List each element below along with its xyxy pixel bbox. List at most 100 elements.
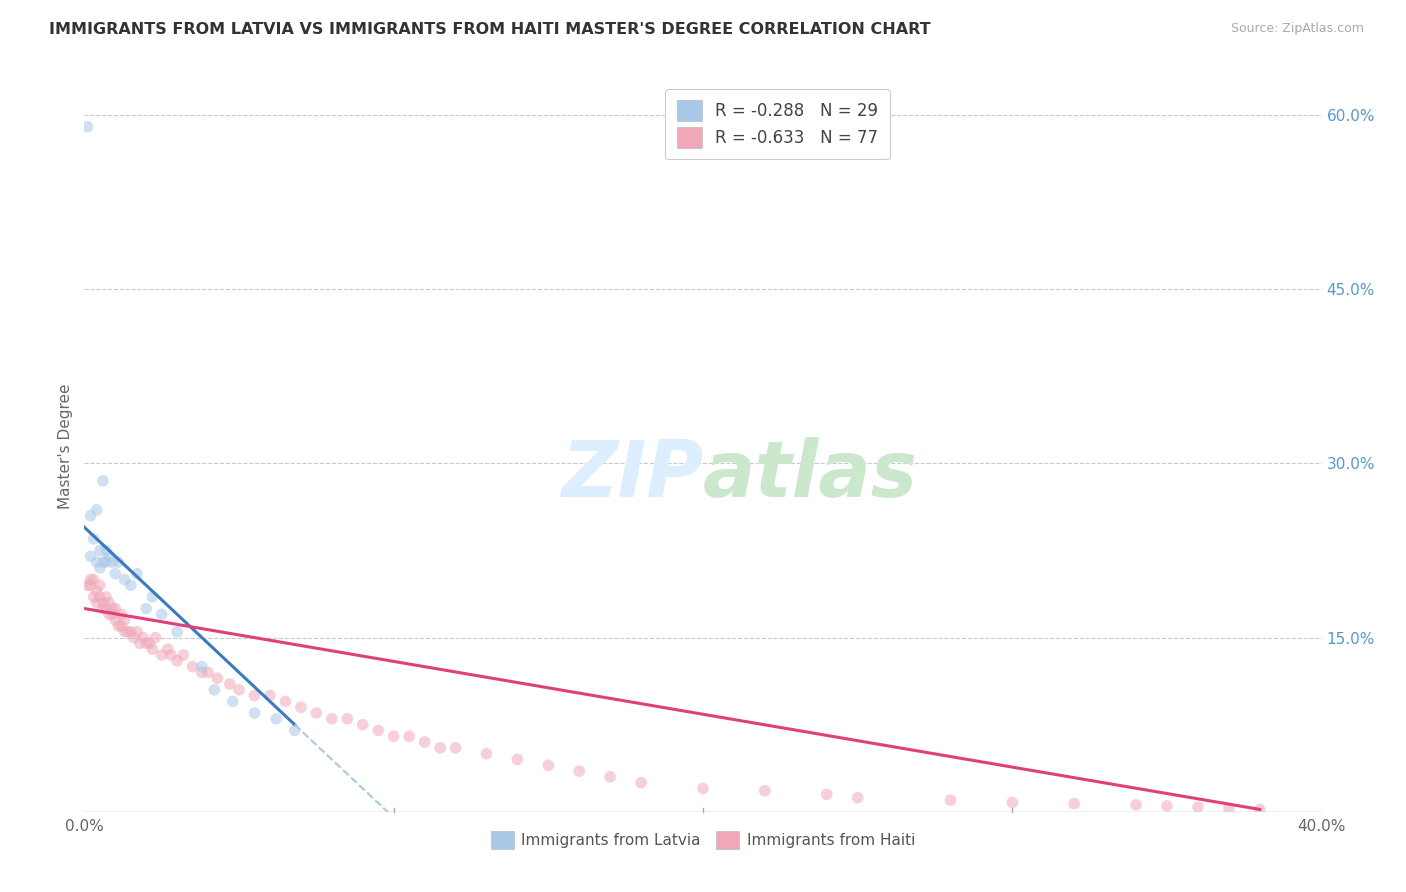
Point bbox=[76, 120, 98, 134]
Point bbox=[110, 607, 132, 622]
Point bbox=[243, 706, 266, 720]
Point bbox=[79, 549, 101, 564]
Point bbox=[94, 590, 117, 604]
Point bbox=[135, 636, 157, 650]
Point bbox=[125, 566, 148, 581]
Point bbox=[94, 555, 117, 569]
Point bbox=[132, 631, 155, 645]
Point bbox=[107, 555, 129, 569]
Point bbox=[150, 607, 173, 622]
Point bbox=[91, 474, 114, 488]
Point bbox=[1063, 797, 1085, 811]
Text: atlas: atlas bbox=[703, 437, 918, 513]
Point bbox=[228, 682, 250, 697]
Point bbox=[104, 566, 127, 581]
Point bbox=[83, 573, 105, 587]
Point bbox=[264, 712, 287, 726]
Point bbox=[125, 624, 148, 639]
Point bbox=[101, 555, 124, 569]
Point bbox=[207, 671, 229, 685]
Point bbox=[94, 601, 117, 615]
Point bbox=[274, 694, 297, 708]
Point bbox=[630, 775, 652, 789]
Y-axis label: Master's Degree: Master's Degree bbox=[58, 384, 73, 508]
Point bbox=[181, 659, 204, 673]
Point bbox=[160, 648, 183, 662]
Point bbox=[86, 503, 108, 517]
Point bbox=[89, 578, 111, 592]
Point bbox=[191, 659, 214, 673]
Point bbox=[141, 590, 163, 604]
Point bbox=[336, 712, 359, 726]
Point bbox=[135, 601, 157, 615]
Point bbox=[117, 624, 139, 639]
Point bbox=[197, 665, 219, 680]
Point bbox=[382, 729, 405, 743]
Point bbox=[815, 787, 838, 801]
Point bbox=[475, 747, 498, 761]
Point bbox=[1218, 801, 1240, 815]
Point bbox=[91, 596, 114, 610]
Point bbox=[444, 740, 467, 755]
Point bbox=[86, 555, 108, 569]
Text: ZIP: ZIP bbox=[561, 437, 703, 513]
Point bbox=[166, 624, 188, 639]
Point bbox=[290, 700, 312, 714]
Point bbox=[145, 631, 167, 645]
Point bbox=[141, 642, 163, 657]
Point bbox=[259, 689, 281, 703]
Point bbox=[114, 624, 136, 639]
Point bbox=[91, 601, 114, 615]
Point bbox=[89, 543, 111, 558]
Point bbox=[939, 793, 962, 807]
Point bbox=[79, 573, 101, 587]
Point bbox=[86, 596, 108, 610]
Point bbox=[114, 613, 136, 627]
Point bbox=[429, 740, 451, 755]
Point bbox=[76, 578, 98, 592]
Point bbox=[150, 648, 173, 662]
Point bbox=[1156, 798, 1178, 813]
Point bbox=[120, 578, 142, 592]
Point bbox=[114, 573, 136, 587]
Point bbox=[218, 677, 240, 691]
Point bbox=[83, 590, 105, 604]
Point bbox=[98, 607, 121, 622]
Point bbox=[1125, 797, 1147, 812]
Point bbox=[101, 607, 124, 622]
Point bbox=[122, 631, 145, 645]
Point bbox=[321, 712, 343, 726]
Point bbox=[398, 729, 420, 743]
Point bbox=[98, 596, 121, 610]
Point bbox=[202, 682, 225, 697]
Point bbox=[156, 642, 179, 657]
Point bbox=[222, 694, 245, 708]
Point bbox=[120, 624, 142, 639]
Point bbox=[1249, 802, 1271, 816]
Point bbox=[104, 613, 127, 627]
Point bbox=[692, 781, 714, 796]
Text: Source: ZipAtlas.com: Source: ZipAtlas.com bbox=[1230, 22, 1364, 36]
Point bbox=[243, 689, 266, 703]
Legend: Immigrants from Latvia, Immigrants from Haiti: Immigrants from Latvia, Immigrants from … bbox=[485, 824, 921, 855]
Point bbox=[110, 619, 132, 633]
Point bbox=[91, 555, 114, 569]
Point bbox=[94, 543, 117, 558]
Point bbox=[367, 723, 389, 738]
Point bbox=[129, 636, 152, 650]
Point bbox=[284, 723, 307, 738]
Point bbox=[191, 665, 214, 680]
Point bbox=[568, 764, 591, 778]
Point bbox=[846, 790, 869, 805]
Point bbox=[104, 601, 127, 615]
Point bbox=[89, 590, 111, 604]
Point bbox=[98, 549, 121, 564]
Point bbox=[305, 706, 328, 720]
Point bbox=[79, 508, 101, 523]
Point bbox=[172, 648, 194, 662]
Point bbox=[352, 717, 374, 731]
Point bbox=[89, 561, 111, 575]
Point bbox=[86, 584, 108, 599]
Point bbox=[506, 752, 529, 766]
Point bbox=[101, 601, 124, 615]
